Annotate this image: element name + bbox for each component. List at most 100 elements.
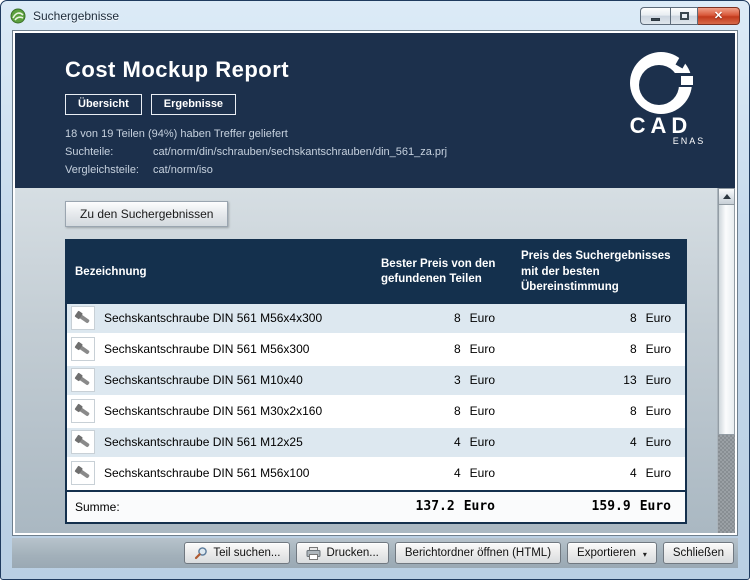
match-price-value: 8 [629, 311, 637, 326]
screw-icon [74, 372, 90, 386]
svg-text:CAD: CAD [630, 113, 693, 138]
match-price-value: 13 [623, 373, 637, 388]
arrow-up-icon [722, 194, 731, 199]
print-button[interactable]: Drucken... [296, 542, 389, 564]
svg-text:ENAS: ENAS [673, 136, 706, 146]
cadenas-logo-icon: CAD ENAS [630, 52, 707, 146]
screw-thumbnail [71, 461, 95, 486]
match-price-unit: Euro [645, 342, 671, 357]
col-header-bezeichnung: Bezeichnung [75, 265, 147, 278]
search-parts-label: Suchteile: [65, 146, 114, 158]
report-header: Cost Mockup Report Übersicht Ergebnisse … [15, 33, 735, 188]
titlebar[interactable]: Suchergebnisse ✕ [1, 1, 749, 30]
footer-bar: Teil suchen... Drucken... Berichtordner … [12, 538, 738, 568]
tab-ergebnisse[interactable]: Ergebnisse [150, 94, 237, 115]
col-header-best-price: Bester Preis von den gefundenen Teilen [381, 257, 496, 286]
screw-icon [74, 465, 90, 479]
report-viewport: Cost Mockup Report Übersicht Ergebnisse … [12, 30, 738, 536]
export-label: Exportieren [577, 547, 636, 559]
open-report-folder-label: Berichtordner öffnen (HTML) [404, 547, 552, 559]
scroll-up-button[interactable] [718, 188, 735, 205]
window-controls: ✕ [640, 7, 740, 25]
search-icon [195, 547, 208, 560]
best-price-unit: Euro [469, 435, 495, 450]
part-name: Sechskantschraube DIN 561 M56x100 [104, 466, 310, 481]
report-body: Zu den Suchergebnissen Bezeichnung Beste… [15, 188, 735, 533]
part-name: Sechskantschraube DIN 561 M10x40 [104, 373, 303, 388]
part-name: Sechskantschraube DIN 561 M30x2x160 [104, 404, 323, 419]
best-price-value: 4 [453, 435, 461, 450]
back-to-results-button[interactable]: Zu den Suchergebnissen [65, 201, 229, 227]
close-button[interactable]: ✕ [698, 7, 740, 25]
summary-match-total: 159.9 [591, 499, 631, 515]
summary-match-unit: Euro [639, 499, 671, 515]
best-price-unit: Euro [469, 373, 495, 388]
compare-parts-row: Vergleichsteile: cat/norm/iso [65, 164, 735, 176]
tab-uebersicht[interactable]: Übersicht [65, 94, 142, 115]
open-report-folder-button[interactable]: Berichtordner öffnen (HTML) [394, 542, 562, 564]
best-price-value: 8 [453, 404, 461, 419]
best-price-unit: Euro [469, 342, 495, 357]
close-icon: ✕ [713, 9, 724, 22]
table-row[interactable]: Sechskantschraube DIN 561 M10x40 3 Euro 1… [67, 365, 685, 397]
match-price-value: 8 [629, 342, 637, 357]
export-button[interactable]: Exportieren ▾ [567, 542, 657, 564]
part-name: Sechskantschraube DIN 561 M56x300 [104, 342, 310, 357]
col-header-match-price: Preis des Suchergebnisses mit der besten… [521, 250, 671, 294]
summary-best-unit: Euro [463, 499, 495, 515]
scrollbar-track[interactable] [718, 435, 735, 533]
best-price-value: 4 [453, 466, 461, 481]
report-title: Cost Mockup Report [65, 57, 290, 82]
client-area: Cost Mockup Report Übersicht Ergebnisse … [12, 30, 738, 568]
best-price-unit: Euro [469, 311, 495, 326]
table-row[interactable]: Sechskantschraube DIN 561 M12x25 4 Euro 4… [67, 427, 685, 459]
screw-thumbnail [71, 337, 95, 362]
chevron-down-icon: ▾ [642, 550, 647, 559]
close-dialog-button[interactable]: Schließen [662, 542, 734, 564]
summary-row: Summe: 137.2 Euro 159.9 Euro [67, 489, 685, 522]
match-price-unit: Euro [645, 466, 671, 481]
minimize-icon [651, 17, 660, 21]
match-price-value: 8 [629, 404, 637, 419]
app-icon [10, 8, 26, 23]
compare-parts-value: cat/norm/iso [153, 164, 213, 176]
scrollbar-thumb[interactable] [718, 205, 735, 435]
screw-thumbnail [71, 368, 95, 393]
part-name: Sechskantschraube DIN 561 M12x25 [104, 435, 303, 450]
table-row[interactable]: Sechskantschraube DIN 561 M56x4x300 8 Eur… [67, 303, 685, 335]
screw-icon [74, 310, 90, 324]
screw-icon [74, 341, 90, 355]
match-price-value: 4 [629, 435, 637, 450]
search-part-label: Teil suchen... [213, 547, 281, 559]
screw-icon [74, 434, 90, 448]
vertical-scrollbar [717, 188, 735, 533]
best-price-value: 8 [453, 342, 461, 357]
search-part-button[interactable]: Teil suchen... [184, 542, 291, 564]
match-price-unit: Euro [645, 373, 671, 388]
maximize-button[interactable] [670, 7, 698, 25]
table-row[interactable]: Sechskantschraube DIN 561 M56x100 4 Euro … [67, 459, 685, 490]
best-price-unit: Euro [469, 404, 495, 419]
summary-best-total: 137.2 [415, 499, 455, 515]
screw-thumbnail [71, 430, 95, 455]
best-price-unit: Euro [469, 466, 495, 481]
screw-thumbnail [71, 399, 95, 424]
content-area: Zu den Suchergebnissen Bezeichnung Beste… [15, 188, 717, 533]
part-name: Sechskantschraube DIN 561 M56x4x300 [104, 311, 323, 326]
match-price-unit: Euro [645, 404, 671, 419]
match-price-unit: Euro [645, 435, 671, 450]
report-nav: Übersicht Ergebnisse [65, 94, 735, 115]
search-parts-row: Suchteile: cat/norm/din/schrauben/sechsk… [65, 146, 735, 158]
screw-thumbnail [71, 306, 95, 331]
maximize-icon [679, 12, 689, 20]
table-row[interactable]: Sechskantschraube DIN 561 M56x300 8 Euro … [67, 335, 685, 366]
minimize-button[interactable] [640, 7, 670, 25]
stats-line: 18 von 19 Teilen (94%) haben Treffer gel… [65, 128, 288, 140]
match-price-value: 4 [629, 466, 637, 481]
print-label: Drucken... [326, 547, 379, 559]
printer-icon [306, 546, 321, 560]
price-table: Bezeichnung Bester Preis von den gefunde… [65, 239, 687, 524]
cadenas-logo: CAD ENAS [615, 47, 707, 156]
table-row[interactable]: Sechskantschraube DIN 561 M30x2x160 8 Eur… [67, 397, 685, 428]
